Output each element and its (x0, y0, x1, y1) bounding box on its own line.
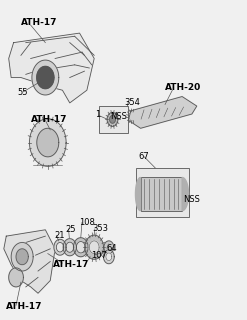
Text: ATH-17: ATH-17 (6, 302, 43, 311)
Polygon shape (104, 241, 114, 253)
Polygon shape (56, 243, 64, 252)
Text: 64: 64 (106, 244, 117, 253)
Text: 354: 354 (125, 98, 141, 107)
Polygon shape (66, 242, 74, 252)
Text: ATH-17: ATH-17 (21, 18, 57, 27)
Bar (99, 106, 128, 133)
Text: ATH-17: ATH-17 (53, 260, 89, 269)
Polygon shape (9, 33, 94, 103)
Text: 55: 55 (17, 88, 28, 97)
Polygon shape (4, 230, 55, 293)
Polygon shape (182, 178, 188, 211)
Polygon shape (32, 60, 59, 95)
Polygon shape (110, 116, 115, 123)
Polygon shape (16, 249, 28, 265)
Text: 353: 353 (92, 224, 108, 233)
Polygon shape (9, 268, 23, 287)
Text: NSS: NSS (110, 112, 127, 121)
Polygon shape (128, 97, 197, 128)
Polygon shape (37, 67, 54, 89)
Bar (141, 178, 182, 211)
Polygon shape (103, 250, 114, 264)
Polygon shape (106, 253, 112, 260)
Polygon shape (37, 128, 59, 157)
Polygon shape (63, 239, 76, 256)
Polygon shape (76, 242, 85, 253)
Text: 21: 21 (54, 231, 65, 240)
Text: 107: 107 (91, 251, 107, 260)
Polygon shape (54, 239, 66, 255)
Polygon shape (73, 238, 88, 257)
Text: ATH-20: ATH-20 (165, 83, 201, 92)
Bar (136, 168, 189, 217)
Polygon shape (11, 243, 33, 271)
Text: 1: 1 (95, 110, 101, 119)
Text: ATH-17: ATH-17 (31, 115, 67, 124)
Text: 108: 108 (79, 218, 95, 227)
Polygon shape (29, 119, 66, 166)
Text: 25: 25 (66, 225, 76, 234)
Polygon shape (107, 112, 118, 126)
Polygon shape (136, 178, 141, 211)
Polygon shape (89, 241, 99, 253)
Polygon shape (85, 235, 103, 259)
Text: NSS: NSS (183, 195, 200, 204)
Text: 67: 67 (139, 152, 149, 161)
